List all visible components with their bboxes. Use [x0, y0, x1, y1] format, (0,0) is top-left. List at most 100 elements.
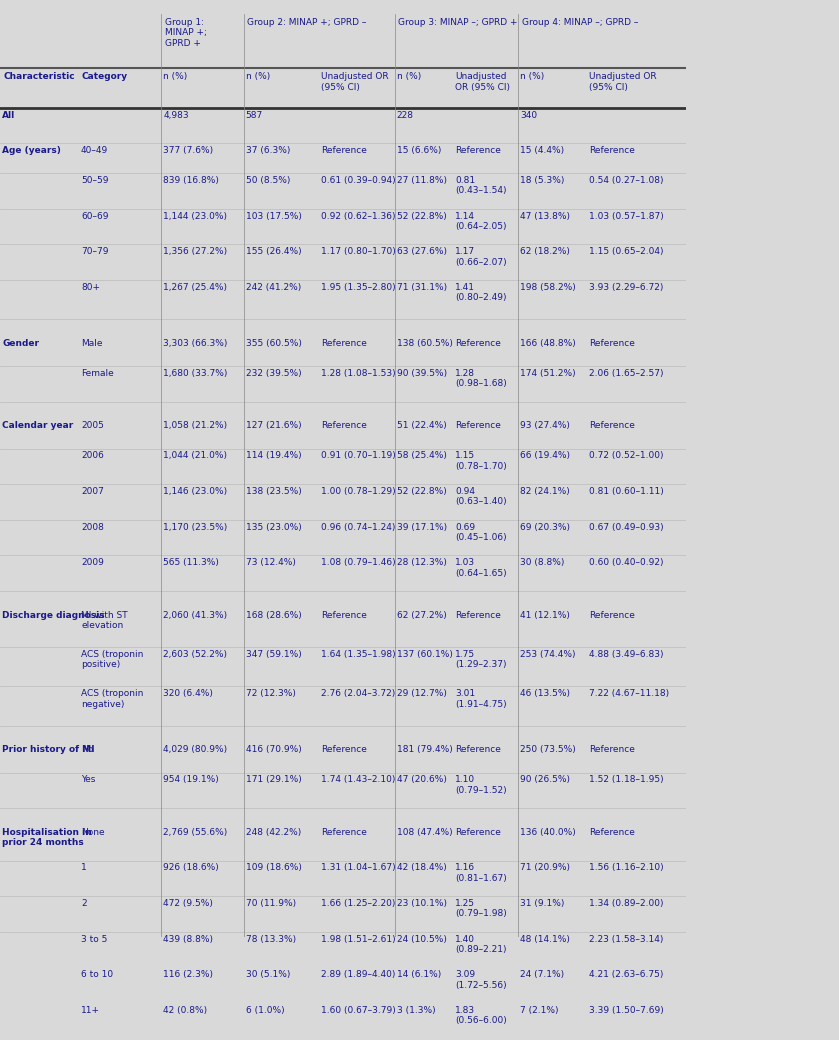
Bar	[0, 647, 686, 686]
Text: 66 (19.4%): 66 (19.4%)	[520, 451, 571, 461]
Text: 839 (16.8%): 839 (16.8%)	[164, 176, 219, 185]
Text: 138 (60.5%): 138 (60.5%)	[397, 339, 453, 348]
Text: ACS (troponin
positive): ACS (troponin positive)	[81, 650, 143, 670]
Text: n (%): n (%)	[164, 72, 188, 81]
Text: 78 (13.3%): 78 (13.3%)	[246, 935, 296, 943]
Text: 24 (7.1%): 24 (7.1%)	[520, 970, 565, 980]
Text: Reference: Reference	[455, 828, 501, 837]
Text: 1.64 (1.35–1.98): 1.64 (1.35–1.98)	[321, 650, 396, 659]
Bar	[0, 726, 686, 743]
Text: 1.28 (1.08–1.53): 1.28 (1.08–1.53)	[321, 369, 396, 378]
Text: Calendar year: Calendar year	[2, 421, 73, 431]
Text: Age (years): Age (years)	[2, 146, 61, 155]
Bar	[0, 15, 686, 69]
Text: Hospitalisation in
prior 24 months: Hospitalisation in prior 24 months	[2, 828, 91, 848]
Text: 138 (23.5%): 138 (23.5%)	[246, 487, 301, 496]
Text: Characteristic: Characteristic	[3, 72, 75, 81]
Text: 0.91 (0.70–1.19): 0.91 (0.70–1.19)	[321, 451, 396, 461]
Text: Reference: Reference	[589, 146, 635, 155]
Text: 0.61 (0.39–0.94): 0.61 (0.39–0.94)	[321, 176, 396, 185]
Text: 14 (6.1%): 14 (6.1%)	[397, 970, 441, 980]
Text: 42 (18.4%): 42 (18.4%)	[397, 863, 446, 873]
Text: Reference: Reference	[455, 610, 501, 620]
Text: 174 (51.2%): 174 (51.2%)	[520, 369, 576, 378]
Text: No: No	[81, 746, 93, 754]
Text: 1,356 (27.2%): 1,356 (27.2%)	[164, 248, 227, 256]
Text: 1.15
(0.78–1.70): 1.15 (0.78–1.70)	[455, 451, 507, 471]
Text: Female: Female	[81, 369, 114, 378]
Text: Male: Male	[81, 339, 102, 348]
Text: 30 (5.1%): 30 (5.1%)	[246, 970, 290, 980]
Text: 58 (25.4%): 58 (25.4%)	[397, 451, 446, 461]
Text: 90 (26.5%): 90 (26.5%)	[520, 776, 571, 784]
Text: 52 (22.8%): 52 (22.8%)	[397, 487, 446, 496]
Text: Yes: Yes	[81, 776, 96, 784]
Bar	[0, 244, 686, 280]
Text: 7.22 (4.67–11.18): 7.22 (4.67–11.18)	[589, 690, 670, 698]
Text: 1.00 (0.78–1.29): 1.00 (0.78–1.29)	[321, 487, 396, 496]
Bar	[0, 743, 686, 773]
Text: 46 (13.5%): 46 (13.5%)	[520, 690, 571, 698]
Text: 4.21 (2.63–6.75): 4.21 (2.63–6.75)	[589, 970, 664, 980]
Text: 30 (8.8%): 30 (8.8%)	[520, 558, 565, 567]
Text: 954 (19.1%): 954 (19.1%)	[164, 776, 219, 784]
Text: 0.92 (0.62–1.36): 0.92 (0.62–1.36)	[321, 212, 396, 220]
Text: 1.15 (0.65–2.04): 1.15 (0.65–2.04)	[589, 248, 664, 256]
Text: 1.10
(0.79–1.52): 1.10 (0.79–1.52)	[455, 776, 507, 795]
Text: 0.94
(0.63–1.40): 0.94 (0.63–1.40)	[455, 487, 507, 506]
Text: 1,680 (33.7%): 1,680 (33.7%)	[164, 369, 227, 378]
Text: 0.72 (0.52–1.00): 0.72 (0.52–1.00)	[589, 451, 664, 461]
Text: 51 (22.4%): 51 (22.4%)	[397, 421, 446, 431]
Text: Reference: Reference	[455, 421, 501, 431]
Bar	[0, 967, 686, 1003]
Text: 320 (6.4%): 320 (6.4%)	[164, 690, 213, 698]
Text: 1.56 (1.16–2.10): 1.56 (1.16–2.10)	[589, 863, 664, 873]
Text: 1: 1	[81, 863, 86, 873]
Text: 4.88 (3.49–6.83): 4.88 (3.49–6.83)	[589, 650, 664, 659]
Text: 168 (28.6%): 168 (28.6%)	[246, 610, 301, 620]
Text: 90 (39.5%): 90 (39.5%)	[397, 369, 447, 378]
Text: 114 (19.4%): 114 (19.4%)	[246, 451, 301, 461]
Bar	[0, 773, 686, 808]
Text: Reference: Reference	[321, 610, 367, 620]
Text: 0.69
(0.45–1.06): 0.69 (0.45–1.06)	[455, 522, 507, 542]
Bar	[0, 825, 686, 861]
Bar	[0, 366, 686, 401]
Text: 0.54 (0.27–1.08): 0.54 (0.27–1.08)	[589, 176, 664, 185]
Text: Unadjusted OR
(95% CI): Unadjusted OR (95% CI)	[321, 72, 389, 92]
Bar	[0, 686, 686, 726]
Text: 3.39 (1.50–7.69): 3.39 (1.50–7.69)	[589, 1006, 664, 1015]
Text: Unadjusted OR
(95% CI): Unadjusted OR (95% CI)	[589, 72, 657, 92]
Text: 0.81
(0.43–1.54): 0.81 (0.43–1.54)	[455, 176, 507, 196]
Text: 1.34 (0.89–2.00): 1.34 (0.89–2.00)	[589, 899, 664, 908]
Text: 1,146 (23.0%): 1,146 (23.0%)	[164, 487, 227, 496]
Text: 116 (2.3%): 116 (2.3%)	[164, 970, 213, 980]
Text: 1.95 (1.35–2.80): 1.95 (1.35–2.80)	[321, 283, 396, 292]
Text: 136 (40.0%): 136 (40.0%)	[520, 828, 576, 837]
Text: 250 (73.5%): 250 (73.5%)	[520, 746, 576, 754]
Text: 103 (17.5%): 103 (17.5%)	[246, 212, 302, 220]
Text: 1.66 (1.25–2.20): 1.66 (1.25–2.20)	[321, 899, 396, 908]
Text: 63 (27.6%): 63 (27.6%)	[397, 248, 447, 256]
Text: 1,044 (21.0%): 1,044 (21.0%)	[164, 451, 227, 461]
Text: 253 (74.4%): 253 (74.4%)	[520, 650, 576, 659]
Text: 50–59: 50–59	[81, 176, 108, 185]
Text: All: All	[2, 110, 15, 120]
Bar	[0, 808, 686, 825]
Text: 439 (8.8%): 439 (8.8%)	[164, 935, 213, 943]
Text: 41 (12.1%): 41 (12.1%)	[520, 610, 571, 620]
Text: Reference: Reference	[321, 146, 367, 155]
Text: 70–79: 70–79	[81, 248, 108, 256]
Text: 1.03
(0.64–1.65): 1.03 (0.64–1.65)	[455, 558, 507, 577]
Text: 232 (39.5%): 232 (39.5%)	[246, 369, 301, 378]
Text: 39 (17.1%): 39 (17.1%)	[397, 522, 447, 531]
Bar	[0, 69, 686, 108]
Bar	[0, 401, 686, 419]
Text: Discharge diagnosis: Discharge diagnosis	[2, 610, 105, 620]
Text: 50 (8.5%): 50 (8.5%)	[246, 176, 290, 185]
Text: 6 (1.0%): 6 (1.0%)	[246, 1006, 284, 1015]
Text: 127 (21.6%): 127 (21.6%)	[246, 421, 301, 431]
Text: 40–49: 40–49	[81, 146, 108, 155]
Text: 2: 2	[81, 899, 86, 908]
Text: 3.01
(1.91–4.75): 3.01 (1.91–4.75)	[455, 690, 507, 708]
